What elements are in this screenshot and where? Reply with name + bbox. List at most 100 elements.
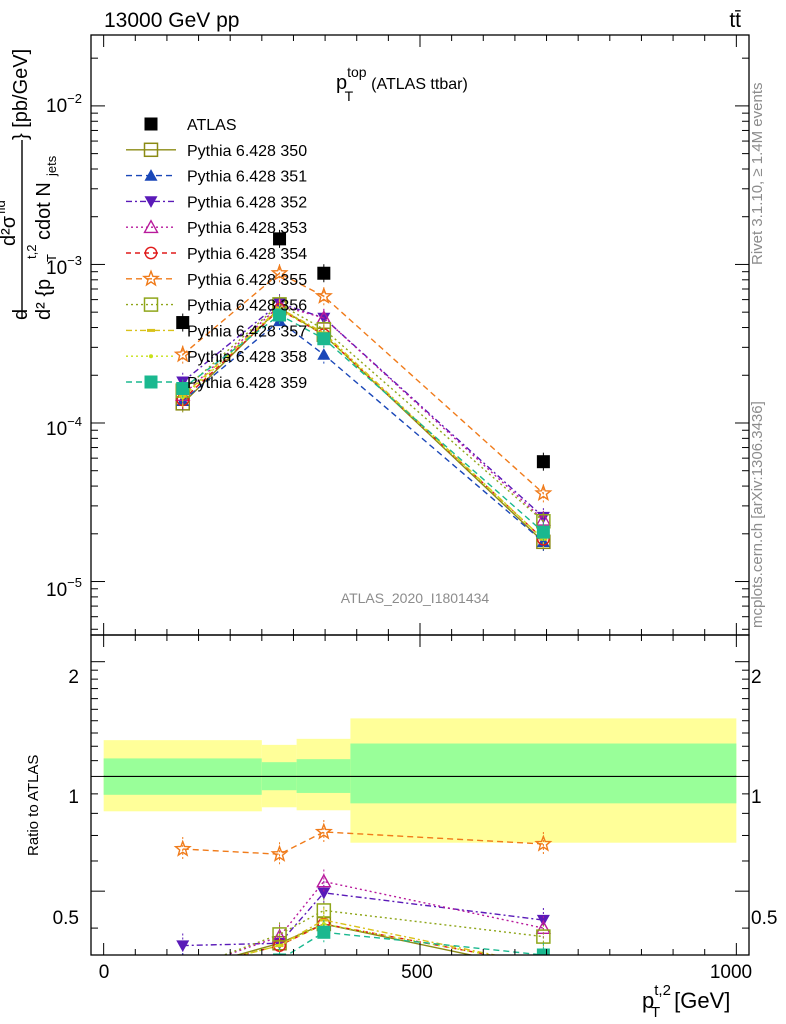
series-5-ratio-line xyxy=(239,923,494,955)
ratio-tick-label-1-right: 1 xyxy=(751,787,762,808)
legend-marker xyxy=(143,297,159,312)
y-axis-label-ratio: Ratio to ATLAS xyxy=(25,755,42,856)
series-10-ratio-point xyxy=(273,953,287,955)
series-4-ratio xyxy=(224,869,552,955)
legend-entry: Pythia 6.428 356 xyxy=(126,297,307,315)
legend-entry: Pythia 6.428 358 xyxy=(126,349,307,366)
series-10-point xyxy=(273,308,287,322)
ratio-tick-label-2: 2 xyxy=(68,667,79,688)
series-0-point xyxy=(317,266,331,280)
series-6-line xyxy=(182,272,544,494)
series-8-ratio-point xyxy=(179,969,187,972)
series-10-ratio-point xyxy=(176,964,189,977)
series-3-ratio-line xyxy=(182,892,544,947)
series-6-ratio-point xyxy=(173,839,192,857)
series-2-line xyxy=(182,320,544,543)
rivet-label: Rivet 3.1.10, ≥ 1.4M events xyxy=(749,83,766,266)
series-4-ratio-line xyxy=(224,880,544,955)
series-6-point xyxy=(314,286,333,304)
series-6-ratio-point xyxy=(270,844,289,862)
series-10-ratio-point xyxy=(536,948,550,955)
series-6-ratio-point xyxy=(534,834,553,852)
legend-marker xyxy=(147,328,155,332)
legend-entry: Pythia 6.428 353 xyxy=(126,219,307,237)
legend-entry: Pythia 6.428 350 xyxy=(126,142,307,160)
series-10-ratio-point xyxy=(317,925,331,939)
x-tick-label-1000: 1000 xyxy=(710,962,752,983)
axis-ticks xyxy=(91,35,749,955)
main-series xyxy=(173,229,553,551)
legend-marker xyxy=(149,354,153,359)
legend-label: ATLAS xyxy=(187,117,237,134)
ratio-bands xyxy=(103,718,737,843)
series-6-point xyxy=(173,345,192,363)
ratio-tick-label-1: 1 xyxy=(68,787,79,808)
mcplots-label: mcplots.cern.ch [arXiv:1306.3436] xyxy=(749,401,766,628)
ratio-tick-label-0-5-right: 0.5 xyxy=(751,908,777,929)
x-tick-label-0: 0 xyxy=(99,962,110,983)
series-5-ratio-point xyxy=(538,959,549,970)
header-right: tt̄ xyxy=(729,9,741,32)
series-6-ratio-line xyxy=(182,831,544,855)
x-axis-label: pt,2 T [GeV] xyxy=(642,982,730,1021)
legend-label: Pythia 6.428 356 xyxy=(187,298,307,315)
y-tick-label-1e-4: 10−4 xyxy=(46,414,82,440)
series-2-ratio-line xyxy=(183,965,544,976)
legend-label: Pythia 6.428 353 xyxy=(187,220,307,237)
legend-marker xyxy=(144,246,158,260)
svg-text:} [pb/GeV]: } [pb/GeV] xyxy=(10,49,32,140)
series-8-ratio xyxy=(179,908,544,972)
series-7-ratio-point xyxy=(272,927,287,942)
series-6-ratio xyxy=(173,819,553,867)
series-5-ratio xyxy=(239,912,549,970)
svg-text:cdot N: cdot N xyxy=(33,182,55,240)
legend-entry: Pythia 6.428 351 xyxy=(126,169,307,186)
series-10-point xyxy=(536,525,550,539)
series-0-point xyxy=(176,316,190,330)
series-1-ratio xyxy=(176,912,550,977)
x-tick-label-500: 500 xyxy=(401,962,433,983)
series-9-ratio-point xyxy=(321,922,326,927)
series-10-point xyxy=(317,332,331,346)
series-1-ratio-point xyxy=(176,964,189,977)
svg-text:t,2: t,2 xyxy=(24,245,39,259)
ratio-series xyxy=(173,819,553,981)
series-2-main xyxy=(176,311,550,551)
series-6-point xyxy=(270,263,289,281)
series-0-main xyxy=(176,229,550,471)
legend-entry: Pythia 6.428 357 xyxy=(126,323,307,340)
series-10-ratio xyxy=(176,920,550,977)
header-left: 13000 GeV pp xyxy=(104,9,239,32)
series-2-ratio-point xyxy=(176,959,189,971)
series-6-ratio-point xyxy=(314,822,333,840)
legend: ATLAS Pythia 6.428 350 Pythia 6.428 351 Pyt… xyxy=(126,117,307,392)
legend-label: Pythia 6.428 355 xyxy=(187,272,307,289)
svg-text:d: d xyxy=(10,309,32,320)
series-9-ratio-point xyxy=(181,968,185,972)
series-9-line xyxy=(182,308,544,540)
series-6-point xyxy=(534,483,553,502)
legend-label: Pythia 6.428 357 xyxy=(187,323,307,340)
series-10-point xyxy=(176,382,190,396)
y-axis-label-main: d d²σ fid d² {p t,2 T cdot N jets } [pb/… xyxy=(0,49,59,320)
legend-label: Pythia 6.428 354 xyxy=(187,246,307,263)
series-9-ratio-point xyxy=(541,963,545,967)
series-9-ratio-line xyxy=(239,923,494,955)
series-1-ratio-point xyxy=(537,964,550,977)
legend-entry: Pythia 6.428 355 xyxy=(126,269,307,289)
legend-entry: ATLAS xyxy=(144,117,237,134)
series-3-ratio xyxy=(176,880,550,955)
series-2-ratio-point xyxy=(273,969,286,981)
legend-label: Pythia 6.428 352 xyxy=(187,194,307,211)
series-2-ratio xyxy=(176,953,544,981)
legend-label: Pythia 6.428 351 xyxy=(187,169,307,186)
series-10-ratio-line xyxy=(286,931,544,955)
analysis-watermark: ATLAS_2020_I1801434 xyxy=(341,590,490,606)
series-7-line xyxy=(182,303,544,522)
series-3-ratio-point xyxy=(176,940,190,953)
legend-marker xyxy=(144,196,158,208)
legend-label: Pythia 6.428 359 xyxy=(187,375,307,392)
svg-text:fid: fid xyxy=(0,200,8,214)
series-7-ratio-line xyxy=(221,909,544,955)
